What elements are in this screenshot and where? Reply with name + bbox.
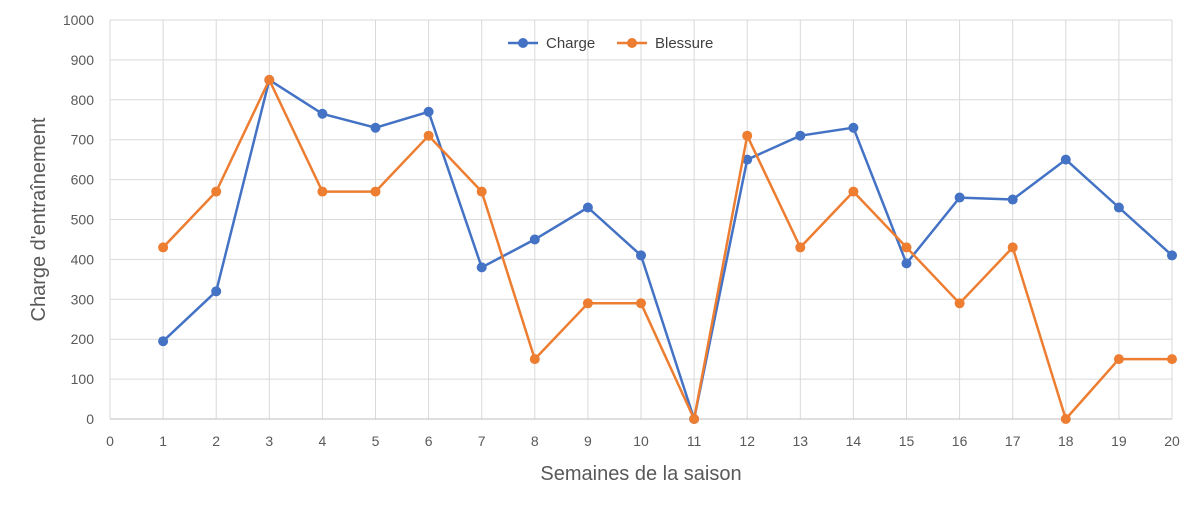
data-point [158, 242, 169, 253]
y-tick-label: 1000 [63, 12, 94, 28]
data-point [476, 186, 487, 197]
y-tick-label: 700 [71, 132, 95, 148]
data-point [1113, 202, 1124, 213]
x-tick-label: 15 [899, 433, 915, 449]
y-tick-label: 100 [71, 371, 95, 387]
x-tick-label: 6 [425, 433, 433, 449]
data-point [1060, 414, 1071, 424]
data-point [848, 122, 859, 133]
data-point [848, 186, 859, 197]
data-point [1060, 154, 1071, 165]
x-tick-label: 17 [1005, 433, 1021, 449]
x-tick-label: 9 [584, 433, 592, 449]
legend-label: Charge [546, 35, 595, 52]
x-tick-label: 19 [1111, 433, 1127, 449]
y-tick-label: 800 [71, 92, 95, 108]
series-blessure [158, 74, 1177, 424]
legend-label: Blessure [655, 35, 713, 52]
y-axis-ticks: 0 100 200 300 400 500 600 700 800 900 1000 [63, 12, 94, 427]
data-point [317, 108, 328, 119]
data-point [689, 414, 700, 424]
data-point [582, 298, 593, 309]
x-tick-label: 3 [265, 433, 273, 449]
data-point [582, 202, 593, 213]
data-point [636, 250, 646, 261]
data-point [954, 192, 965, 203]
data-point [370, 186, 381, 197]
legend: Charge Blessure [508, 35, 713, 52]
data-point [211, 286, 222, 297]
data-point [476, 262, 487, 273]
grid-lines [109, 19, 1173, 420]
data-point [795, 130, 806, 141]
x-tick-label: 4 [319, 433, 327, 449]
legend-item: Charge [508, 35, 595, 52]
data-point [901, 242, 912, 253]
x-tick-label: 12 [739, 433, 755, 449]
data-point [1113, 354, 1124, 365]
series-line [162, 78, 1172, 421]
x-tick-label: 5 [372, 433, 380, 449]
y-tick-label: 900 [71, 52, 95, 68]
y-tick-label: 300 [71, 291, 95, 307]
data-point [1167, 250, 1177, 261]
x-tick-label: 18 [1058, 433, 1074, 449]
x-tick-label: 2 [212, 433, 220, 449]
series-charge [158, 74, 1177, 424]
y-tick-label: 400 [71, 251, 95, 267]
data-point [901, 258, 912, 269]
x-tick-label: 0 [106, 433, 114, 449]
data-point [423, 130, 434, 141]
y-tick-label: 200 [71, 331, 95, 347]
x-axis-ticks: 0 1 2 3 4 5 6 7 8 9 10 11 12 13 14 15 16 17 18 19 20 [106, 433, 1180, 449]
data-point [1007, 242, 1018, 253]
data-point [636, 298, 646, 309]
x-tick-label: 8 [531, 433, 539, 449]
data-point [742, 154, 753, 165]
data-point [264, 74, 275, 85]
data-point [211, 186, 222, 197]
data-point [317, 186, 328, 197]
data-point [1007, 194, 1018, 205]
data-point [158, 336, 169, 347]
y-tick-label: 600 [71, 172, 95, 188]
data-point [370, 122, 381, 133]
x-tick-label: 16 [952, 433, 968, 449]
data-point [795, 242, 806, 253]
x-tick-label: 20 [1164, 433, 1180, 449]
series-line [162, 78, 1173, 421]
x-tick-label: 13 [793, 433, 809, 449]
x-axis-title: Semaines de la saison [540, 463, 741, 485]
y-tick-label: 0 [86, 411, 94, 427]
series-layer [158, 74, 1177, 424]
x-tick-label: 7 [478, 433, 486, 449]
y-axis-title: Charge d'entraînement [28, 117, 50, 321]
x-tick-label: 10 [633, 433, 649, 449]
data-point [954, 298, 965, 309]
y-tick-label: 500 [71, 212, 95, 228]
legend-marker [627, 38, 637, 48]
x-tick-label: 14 [846, 433, 862, 449]
data-point [1167, 354, 1177, 365]
data-point [529, 354, 540, 365]
x-tick-label: 11 [687, 433, 702, 449]
legend-item: Blessure [617, 35, 713, 52]
legend-marker [518, 38, 528, 48]
data-point [742, 130, 753, 141]
data-point [423, 106, 434, 117]
data-point [529, 234, 540, 245]
x-tick-label: 1 [159, 433, 167, 449]
